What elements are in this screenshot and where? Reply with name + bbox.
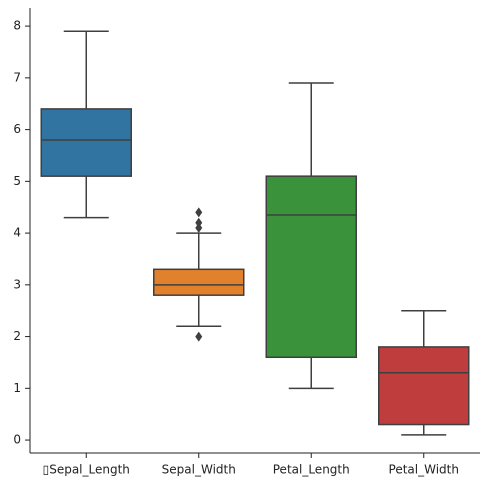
- box: [265, 175, 357, 359]
- box: [378, 346, 470, 426]
- box: [153, 268, 245, 296]
- x-tick-label: Sepal_Width: [162, 463, 236, 477]
- box: [40, 108, 132, 177]
- y-tick-label: 0: [13, 433, 21, 447]
- x-tick-label: Petal_Width: [389, 463, 459, 477]
- outlier: [195, 217, 203, 228]
- y-tick-label: 3: [13, 277, 21, 291]
- outlier: [195, 207, 203, 218]
- outlier: [195, 331, 203, 342]
- y-tick-label: 2: [13, 329, 21, 343]
- y-tick-label: 5: [13, 174, 21, 188]
- y-tick-label: 1: [13, 381, 21, 395]
- outlier: [195, 222, 203, 233]
- y-tick-label: 7: [13, 70, 21, 84]
- y-tick-label: 6: [13, 122, 21, 136]
- y-tick-label: 8: [13, 19, 21, 33]
- x-tick-label: Petal_Length: [273, 463, 350, 477]
- x-tick-label: ▯Sepal_Length: [43, 463, 130, 477]
- y-tick-label: 4: [13, 226, 21, 240]
